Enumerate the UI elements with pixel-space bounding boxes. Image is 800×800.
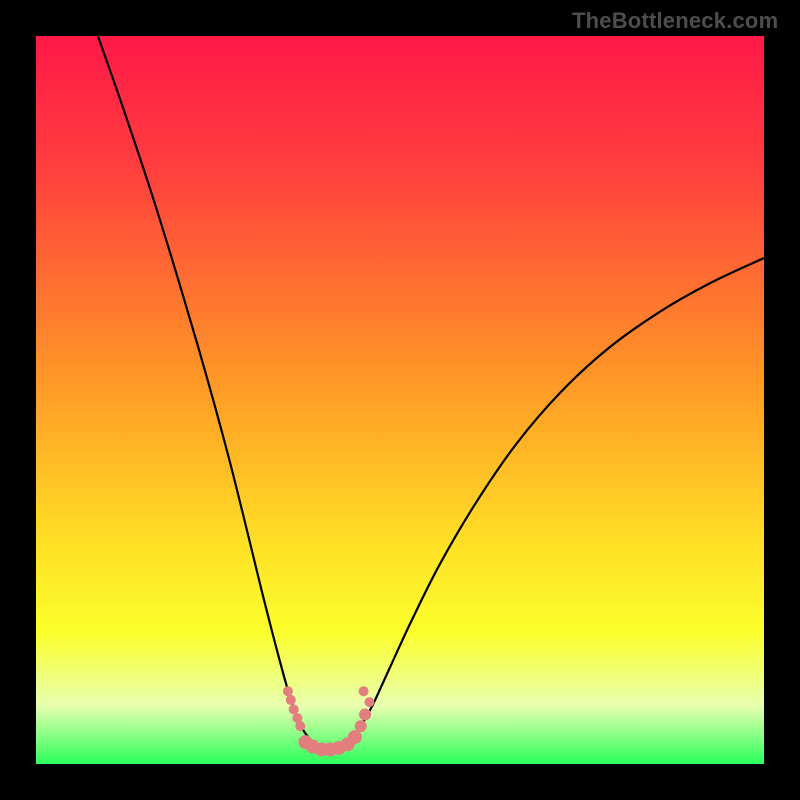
marker-dot (295, 721, 305, 731)
bottom-markers (283, 686, 375, 756)
marker-dot (355, 720, 367, 732)
marker-dot (348, 730, 362, 744)
marker-dot (359, 708, 371, 720)
marker-dot (359, 686, 369, 696)
marker-dot (364, 697, 374, 707)
marker-dot (289, 704, 299, 714)
curve-right (349, 258, 764, 742)
marker-dot (283, 686, 293, 696)
chart-svg (0, 0, 800, 800)
marker-dot (286, 695, 296, 705)
curve-left (98, 36, 313, 742)
